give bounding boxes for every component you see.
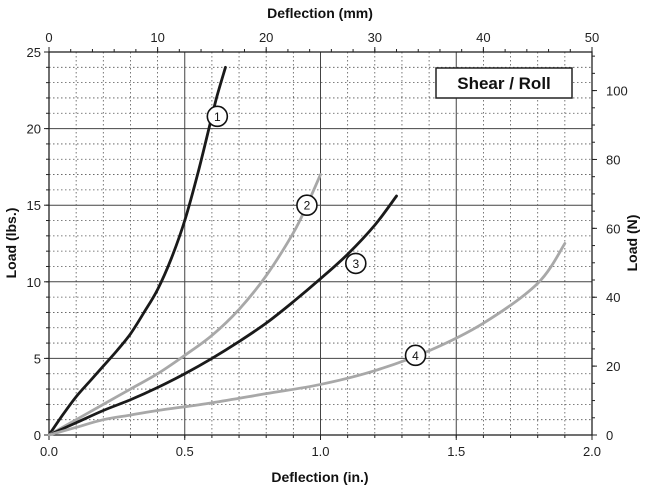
y-tick-label: 0 [34, 428, 41, 443]
series-1-line [47, 65, 227, 437]
x-tick-label: 0.0 [40, 444, 58, 459]
series-1-badge-label: 1 [214, 110, 221, 124]
series-4-badge-label: 4 [412, 349, 419, 363]
x2-tick-label: 0 [45, 30, 52, 45]
series-4-line [47, 242, 567, 437]
y2-tick-label: 0 [606, 428, 613, 443]
x2-axis-title: Deflection (mm) [267, 5, 373, 21]
y-axis-title: Load (lbs.) [3, 208, 19, 279]
x-axis-title: Deflection (in.) [271, 469, 368, 485]
y2-tick-label: 40 [606, 290, 620, 305]
label-box: Shear / Roll [435, 67, 573, 99]
y2-tick-label: 20 [606, 359, 620, 374]
x2-tick-label: 20 [259, 30, 273, 45]
label-box-frame [435, 67, 573, 99]
major-grid [49, 52, 592, 435]
x-tick-label: 0.5 [176, 444, 194, 459]
x2-tick-label: 40 [476, 30, 490, 45]
series-1-badge [206, 105, 229, 128]
series-layer [47, 65, 567, 437]
x-tick-label: 1.5 [447, 444, 465, 459]
y2-tick-label: 100 [606, 84, 628, 99]
series-3-badge [344, 252, 367, 275]
tick-marks [44, 47, 597, 440]
badge-layer: 1 2 3 4 [206, 105, 427, 367]
tick-labels: 0.0 0.5 1.0 1.5 2.0 0 10 20 30 40 50 0 5 10 15 20 25 0 20 4… [27, 30, 628, 459]
y2-axis-title: Load (N) [624, 215, 640, 272]
series-3-badge-label: 3 [352, 257, 359, 271]
series-2-badge-label: 2 [304, 199, 311, 213]
series-2-line [47, 173, 322, 437]
series-2-badge [296, 194, 318, 216]
series-3-line [47, 194, 398, 437]
y-tick-label: 5 [34, 351, 41, 366]
y2-tick-label: 60 [606, 221, 620, 236]
x-tick-label: 1.0 [311, 444, 329, 459]
y-tick-label: 20 [27, 122, 41, 137]
x-tick-label: 2.0 [583, 444, 601, 459]
x2-tick-label: 10 [150, 30, 164, 45]
y2-tick-label: 80 [606, 152, 620, 167]
y-tick-label: 25 [27, 45, 41, 60]
y-tick-label: 15 [27, 198, 41, 213]
label-box-text: Shear / Roll [457, 74, 551, 93]
x2-tick-label: 30 [368, 30, 382, 45]
y-tick-label: 10 [27, 275, 41, 290]
series-4-badge [404, 344, 427, 367]
x2-tick-label: 50 [585, 30, 599, 45]
